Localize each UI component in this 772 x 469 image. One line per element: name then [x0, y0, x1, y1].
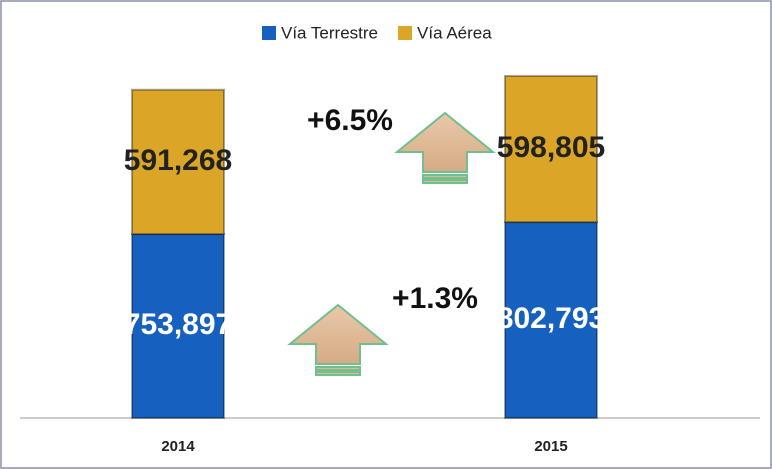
data-label: 591,268 [124, 144, 232, 177]
legend-swatch [398, 26, 413, 40]
data-label: 598,805 [497, 131, 605, 164]
data-label: 802,793 [497, 302, 605, 335]
bar-segment [131, 88, 225, 236]
annotation: +6.5% [307, 104, 393, 137]
arrow [287, 111, 496, 376]
legend-swatch [262, 26, 276, 40]
annotation: +1.3% [392, 282, 478, 315]
x-tick-label: 2014 [161, 438, 195, 455]
data-label: 753,897 [124, 308, 232, 341]
bar-segment [131, 233, 225, 419]
legend-label: Vía Terrestre [281, 23, 378, 42]
bar-segment [504, 75, 598, 224]
x-tick-label: 2015 [534, 438, 567, 455]
legend-label: Vía Aérea [417, 23, 492, 42]
